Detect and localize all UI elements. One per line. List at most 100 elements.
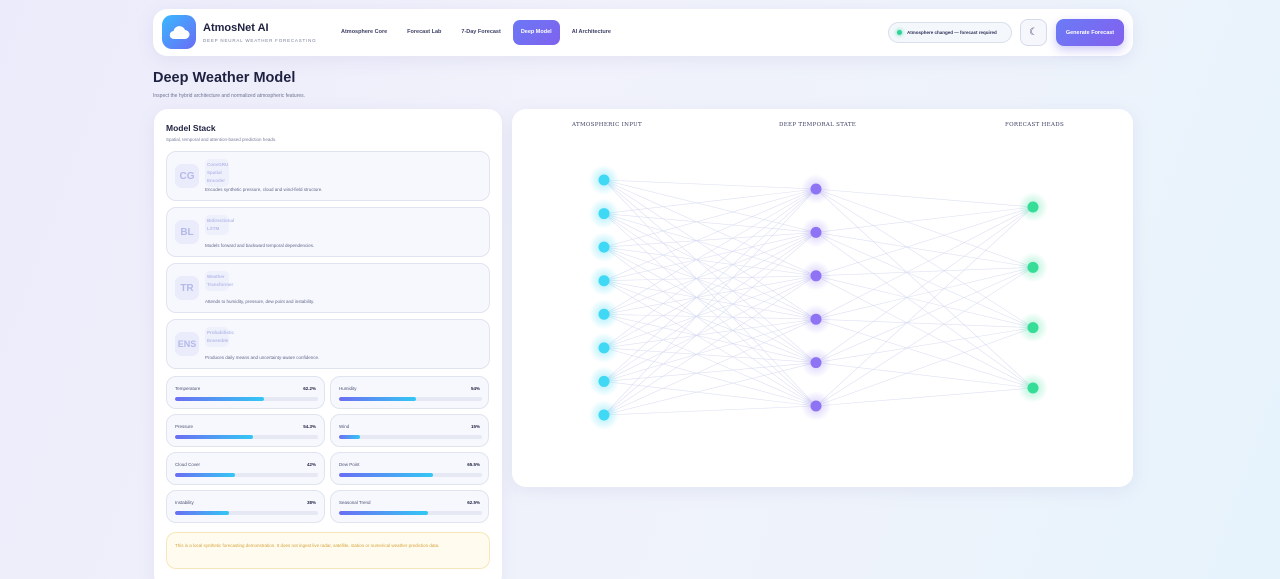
network-edge (603, 246, 817, 277)
metric-label: Pressure (175, 424, 194, 429)
metric-bar (339, 435, 482, 439)
network-edge (603, 275, 817, 315)
network-edge (815, 232, 1034, 328)
theme-toggle-button[interactable]: ☾ (1020, 19, 1047, 46)
layer-badge: CG (175, 164, 199, 188)
tab-atmosphere-core[interactable]: Atmosphere Core (341, 29, 388, 35)
network-edge (603, 213, 817, 363)
input-node (598, 275, 610, 287)
metric-label: Humidity (339, 386, 357, 391)
temporal-node (810, 226, 822, 238)
forecast-head-node (1027, 261, 1039, 273)
layer-badge: ENS (175, 332, 199, 356)
network-edge (815, 232, 1034, 389)
network-edge (603, 213, 817, 233)
temporal-node (810, 313, 822, 325)
metric-bar (175, 435, 318, 439)
network-edge (603, 179, 817, 233)
metric-bar (339, 397, 482, 401)
network-edge (603, 381, 817, 407)
layer-badge: TR (175, 276, 199, 300)
network-edge (603, 179, 817, 407)
layer-description: Models forward and backward temporal dep… (205, 243, 315, 248)
network-edge (603, 232, 817, 349)
network-edge (603, 188, 817, 315)
top-navbar: AtmosNet AI DEEP NEURAL WEATHER FORECAST… (153, 9, 1133, 56)
metric-bar (175, 397, 318, 401)
status-text: Atmosphere changed — forecast required (907, 30, 997, 35)
nav-tabs: Atmosphere Core Forecast Lab 7-Day Forec… (333, 20, 623, 45)
network-edge (815, 267, 1034, 277)
tab-forecast-lab[interactable]: Forecast Lab (407, 29, 442, 35)
metric-pressure: Pressure 54.3% (166, 414, 325, 447)
input-node (598, 241, 610, 253)
metric-instability: Instability 38% (166, 490, 325, 523)
network-edge (815, 275, 1034, 328)
moon-icon: ☾ (1029, 27, 1038, 38)
generate-forecast-button[interactable]: Generate Forecast (1056, 19, 1124, 46)
tab-7-day-forecast[interactable]: 7-Day Forecast (461, 29, 501, 35)
input-node (598, 375, 610, 387)
network-edge (603, 275, 817, 416)
network-edge (603, 213, 817, 277)
forecast-head-node (1027, 322, 1039, 334)
metric-bar-fill (339, 511, 429, 515)
tab-deep-model[interactable]: Deep Model (512, 20, 560, 45)
network-edge (815, 327, 1034, 363)
metric-humidity: Humidity 54% (330, 376, 489, 409)
network-edge (603, 188, 817, 382)
metric-bar-fill (175, 511, 230, 515)
network-edge (603, 188, 817, 349)
layer-name: Weather Transformer (205, 271, 233, 291)
network-edge (815, 387, 1034, 407)
layer-name: ConvGRU Spatial Encoder (205, 159, 229, 187)
layer-card-bilstm[interactable]: BL Bidirectional LSTM Models forward and… (166, 207, 490, 257)
network-edge (603, 188, 817, 214)
input-node (598, 208, 610, 220)
network-edge (603, 280, 817, 407)
metric-wind: Wind 15% (330, 414, 489, 447)
column-label-heads: FORECAST HEADS (1005, 122, 1065, 128)
metric-label: Cloud Cover (175, 462, 201, 467)
network-edge (815, 206, 1034, 407)
metric-bar (339, 473, 482, 477)
network-edge (815, 206, 1034, 233)
metric-label: Wind (339, 424, 350, 429)
network-edge (603, 232, 817, 382)
network-edge (603, 347, 817, 407)
layer-name: Bidirectional LSTM (205, 215, 234, 235)
brand-tagline: DEEP NEURAL WEATHER FORECASTING (203, 38, 317, 43)
network-edge (603, 213, 817, 320)
cloud-logo-icon[interactable] (162, 15, 196, 49)
status-badge: Atmosphere changed — forecast required (888, 22, 1012, 43)
panel-title: Model Stack (166, 123, 216, 133)
network-edge (815, 188, 1034, 208)
metric-label: Seasonal Trend (339, 500, 371, 505)
layer-card-ensemble[interactable]: ENS Probabilistic Ensemble Produces dail… (166, 319, 490, 369)
forecast-head-node (1027, 201, 1039, 213)
tab-ai-architecture[interactable]: AI Architecture (571, 29, 611, 35)
metric-value: 65.5% (467, 462, 480, 467)
status-dot-icon (897, 30, 902, 35)
temporal-node (810, 183, 822, 195)
layer-card-transformer[interactable]: TR Weather Transformer Attends to humidi… (166, 263, 490, 313)
metric-bar-fill (175, 435, 253, 439)
page-title: Deep Weather Model (153, 70, 296, 86)
network-edge (815, 267, 1034, 363)
layer-description: Produces daily means and uncertainty-awa… (205, 355, 320, 360)
layer-description: Attends to humidity, pressure, dew point… (205, 299, 315, 304)
network-edge (603, 313, 817, 320)
network-edge (603, 179, 817, 320)
network-edge (603, 232, 817, 248)
temporal-node (810, 270, 822, 282)
network-edge (603, 275, 817, 382)
metric-bar (339, 511, 482, 515)
metric-label: Instability (175, 500, 194, 505)
network-edge (603, 232, 817, 282)
neural-network-diagram (589, 165, 1048, 430)
input-node (598, 342, 610, 354)
layer-card-convgru[interactable]: CG ConvGRU Spatial Encoder Encodes synth… (166, 151, 490, 201)
network-edge (603, 362, 817, 416)
network-edge (815, 327, 1034, 407)
column-label-temporal: DEEP TEMPORAL STATE (779, 122, 857, 128)
